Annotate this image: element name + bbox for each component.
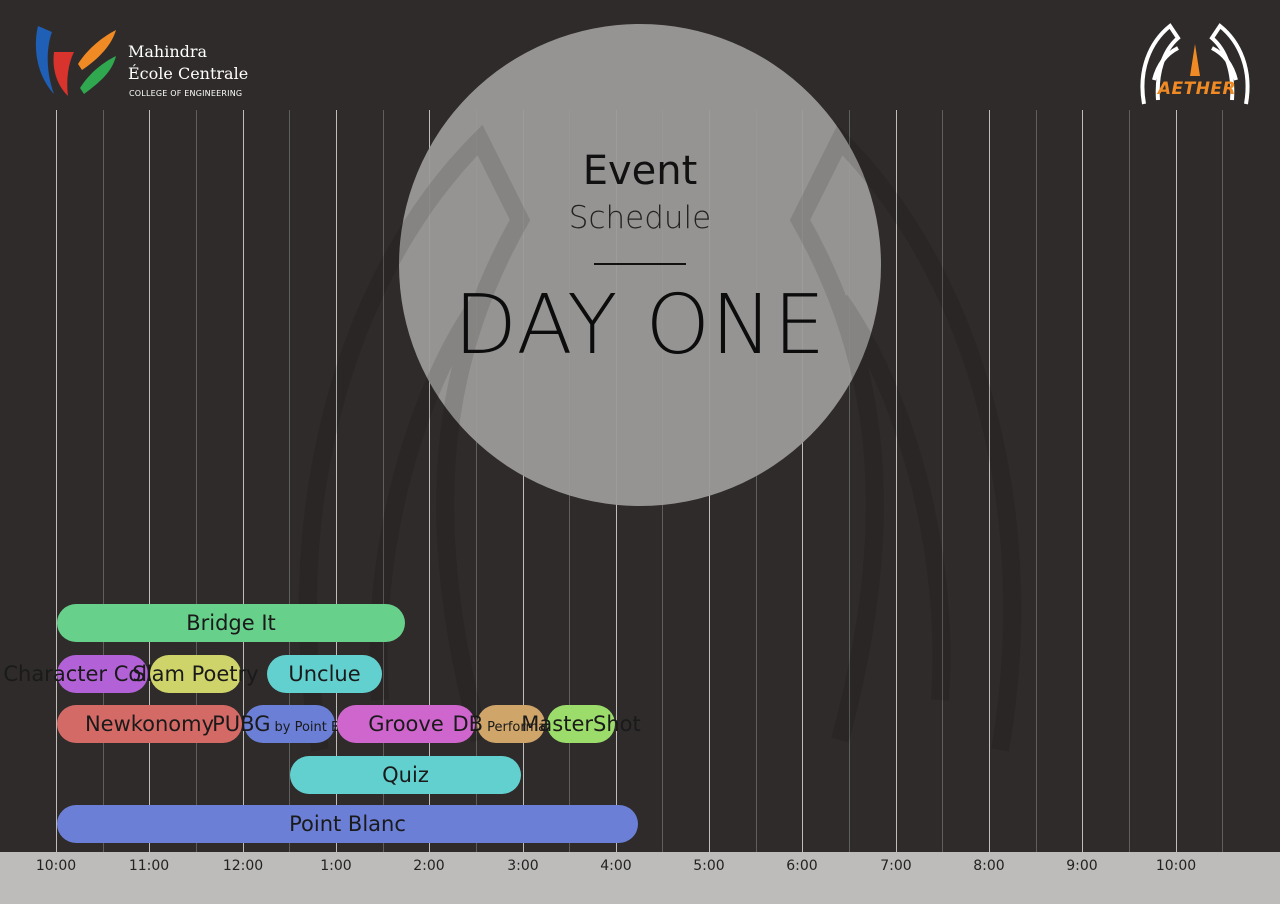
- grid-line: [849, 110, 850, 852]
- time-tick-label: 11:00: [128, 858, 170, 874]
- grid-line: [149, 110, 150, 852]
- grid-line: [802, 110, 803, 852]
- grid-line: [56, 110, 57, 852]
- event-name: Unclue: [288, 662, 361, 686]
- event-bar-unclue[interactable]: Unclue: [267, 655, 382, 693]
- event-bar-db[interactable]: DB Performance: [453, 705, 569, 743]
- time-tick-label: 12:00: [222, 858, 264, 874]
- event-name: PUBG: [212, 712, 271, 736]
- time-tick-label: 5:00: [693, 858, 725, 874]
- aether-wings-logo-icon: [1140, 23, 1250, 105]
- time-tick-label: 7:00: [880, 858, 912, 874]
- title-circle: [399, 24, 881, 506]
- festival-name: AETHER: [1157, 79, 1237, 99]
- event-bar-newkonomy[interactable]: Newkonomy: [57, 705, 242, 743]
- title-event: Event: [582, 148, 698, 194]
- mahindra-logo-icon: [35, 26, 116, 96]
- time-tick-label: 8:00: [973, 858, 1005, 874]
- event-bar-quiz[interactable]: Quiz: [290, 756, 521, 794]
- grid-line: [289, 110, 290, 852]
- event-name: Slam Poetry: [132, 662, 259, 686]
- time-tick-label: 6:00: [786, 858, 818, 874]
- event-name: MasterShot: [521, 712, 641, 736]
- time-tick-label: 2:00: [413, 858, 445, 874]
- event-bar-bridge-it[interactable]: Bridge It: [57, 604, 405, 642]
- grid-line: [756, 110, 757, 852]
- event-bar-pubg[interactable]: PUBG by Point Blanc: [212, 705, 367, 743]
- grid-line: [1176, 110, 1177, 852]
- event-bar-mastershot[interactable]: MasterShot: [521, 705, 641, 743]
- grid-line: [942, 110, 943, 852]
- grid-line: [383, 110, 384, 852]
- grid-line: [476, 110, 477, 852]
- grid-line: [196, 110, 197, 852]
- grid-line: [1082, 110, 1083, 852]
- grid-line: [1129, 110, 1130, 852]
- time-axis: [0, 852, 1280, 904]
- time-tick-label: 4:00: [600, 858, 632, 874]
- event-bar-point-blanc[interactable]: Point Blanc: [57, 805, 638, 843]
- time-tick-label: 1:00: [320, 858, 352, 874]
- event-name: Groove: [368, 712, 444, 736]
- time-tick-label: 3:00: [507, 858, 539, 874]
- event-name: Newkonomy: [84, 712, 215, 736]
- grid-line: [243, 110, 244, 852]
- event-name: Quiz: [382, 763, 429, 787]
- time-tick-label: 10:00: [35, 858, 77, 874]
- grid-line: [336, 110, 337, 852]
- event-bar-slam-poetry[interactable]: Slam Poetry: [132, 655, 259, 693]
- event-name: DB: [452, 712, 484, 736]
- event-name: Point Blanc: [289, 812, 406, 836]
- time-tick-label: 9:00: [1066, 858, 1098, 874]
- college-tagline: COLLEGE OF ENGINEERING: [129, 89, 243, 98]
- event-bar-character-collision[interactable]: Character Collision: [3, 655, 202, 693]
- title-schedule: Schedule: [568, 200, 712, 236]
- event-bar-groove[interactable]: Groove: [337, 705, 475, 743]
- grid-line: [1036, 110, 1037, 852]
- grid-line: [103, 110, 104, 852]
- time-tick-label: 10:00: [1155, 858, 1197, 874]
- grid-line: [1222, 110, 1223, 852]
- college-name-line1: Mahindra: [128, 42, 208, 61]
- grid-line: [896, 110, 897, 852]
- college-name-line2: École Centrale: [128, 64, 249, 83]
- grid-line: [429, 110, 430, 852]
- aether-watermark-icon: [298, 124, 1022, 752]
- title-day: DAY ONE: [453, 278, 827, 373]
- event-name: Bridge It: [186, 611, 276, 635]
- grid-line: [989, 110, 990, 852]
- grid-line: [523, 110, 524, 852]
- title-divider: [594, 263, 686, 265]
